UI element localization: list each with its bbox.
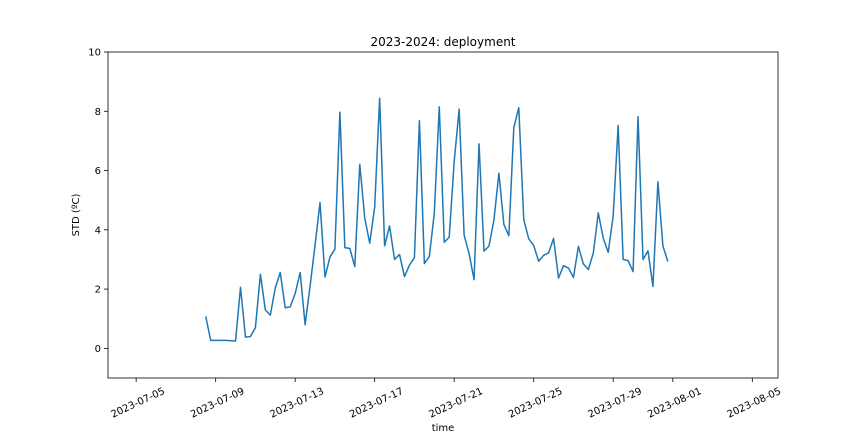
y-tick-label: 10 xyxy=(88,48,101,59)
y-axis-label: STD (ºC) xyxy=(71,193,82,236)
series-line xyxy=(204,97,669,342)
chart-title: 2023-2024: deployment xyxy=(370,35,515,49)
series-layer xyxy=(204,97,669,342)
y-tick-label: 0 xyxy=(95,344,101,355)
x-axis-label: time xyxy=(432,423,455,432)
y-tick-label: 4 xyxy=(95,225,101,236)
plot-frame xyxy=(107,51,779,379)
y-tick-label: 6 xyxy=(95,166,101,177)
y-tick-label: 8 xyxy=(95,107,101,118)
y-tick-label: 2 xyxy=(95,285,101,296)
